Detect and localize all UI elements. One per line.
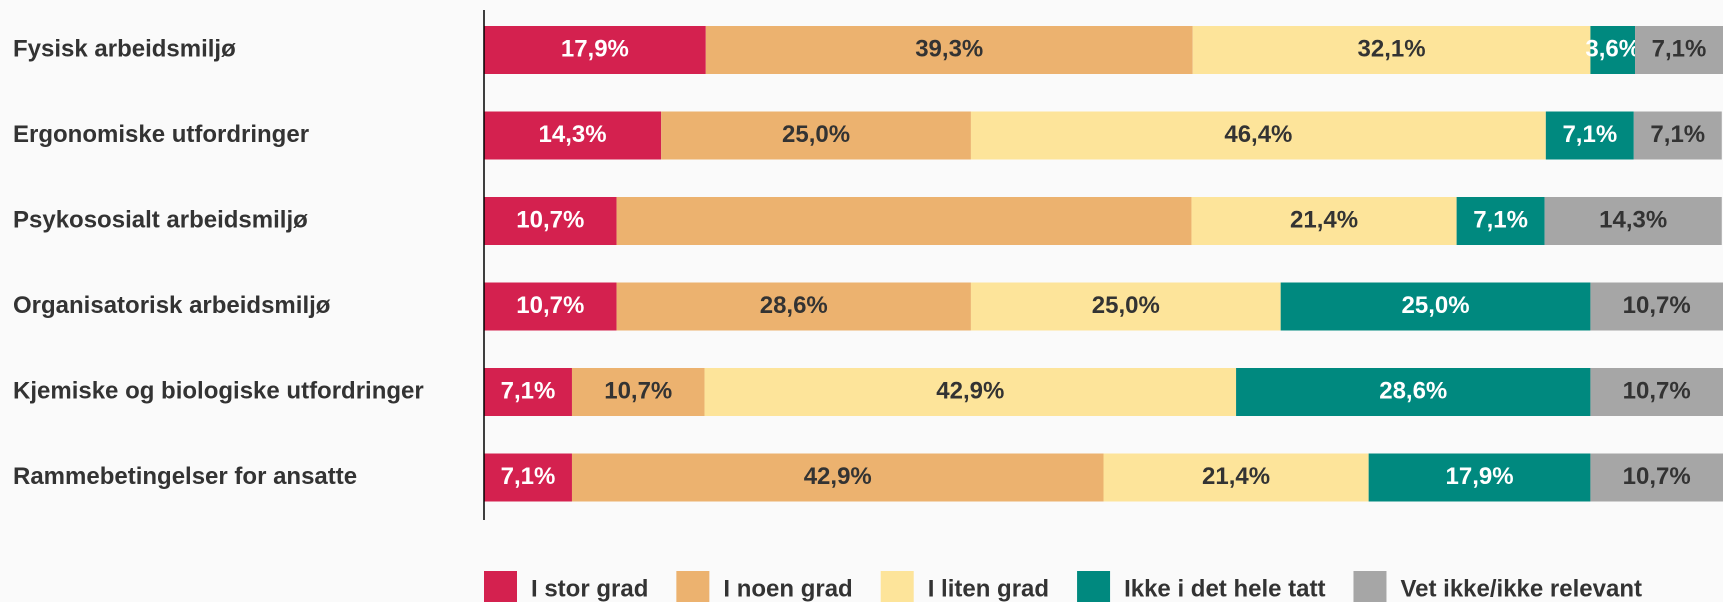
- value-label: 25,0%: [782, 121, 850, 148]
- value-label: 25,0%: [1402, 292, 1470, 319]
- value-label: 10,7%: [1623, 463, 1691, 490]
- value-label: 7,1%: [501, 463, 556, 490]
- value-label: 10,7%: [604, 377, 672, 404]
- value-label: 17,9%: [1446, 463, 1514, 490]
- legend-label: Vet ikke/ikke relevant: [1400, 575, 1642, 602]
- value-label: 42,9%: [936, 377, 1004, 404]
- value-label: 7,1%: [1562, 121, 1617, 148]
- value-label: 42,9%: [804, 463, 872, 490]
- category-label: Fysisk arbeidsmiljø: [13, 35, 236, 62]
- bar-segment: [1368, 453, 1591, 502]
- bar-segment: [1590, 26, 1636, 74]
- legend-swatch: [880, 571, 914, 602]
- legend-label: I noen grad: [723, 575, 852, 602]
- value-label: 25,0%: [1092, 292, 1160, 319]
- legend-label: I liten grad: [928, 575, 1049, 602]
- value-label: 46,4%: [1224, 121, 1292, 148]
- category-label: Psykososialt arbeidsmiljø: [13, 206, 308, 233]
- value-label: 21,4%: [1290, 206, 1358, 233]
- value-label: 21,4%: [1202, 463, 1270, 490]
- bar-segment: [616, 282, 971, 331]
- bar-segment: [1590, 282, 1723, 331]
- bar-segment: [484, 368, 572, 416]
- bar-segment: [661, 111, 971, 160]
- bar-segment: [616, 197, 1192, 245]
- bar-segment: [1590, 453, 1723, 502]
- bar-segment: [970, 111, 1546, 160]
- bar-segment: [484, 26, 706, 74]
- value-label: 28,6%: [1379, 377, 1447, 404]
- value-label: 7,1%: [1473, 206, 1528, 233]
- value-label: 7,1%: [501, 377, 556, 404]
- category-label: Ergonomiske utfordringer: [13, 121, 309, 148]
- bar-segment: [571, 453, 1104, 502]
- legend-swatch: [1353, 571, 1387, 602]
- value-label: 28,6%: [760, 292, 828, 319]
- value-label: 17,9%: [561, 35, 629, 62]
- legend-swatch: [484, 571, 517, 602]
- bar-segment: [484, 197, 617, 245]
- value-label: 10,7%: [1623, 377, 1691, 404]
- category-label: Rammebetingelser for ansatte: [13, 463, 357, 490]
- value-label: 3,6%: [1585, 35, 1640, 62]
- bar-segment: [484, 282, 617, 331]
- value-label: 39,3%: [915, 35, 983, 62]
- value-label: 10,7%: [516, 206, 584, 233]
- bar-segment: [1456, 197, 1545, 245]
- bar-segment: [704, 368, 1237, 416]
- bar-segment: [571, 368, 705, 416]
- legend-label: I stor grad: [531, 575, 648, 602]
- category-label: Organisatorisk arbeidsmiljø: [13, 292, 331, 319]
- bar-segment: [1236, 368, 1591, 416]
- category-label: Kjemiske og biologiske utfordringer: [13, 377, 424, 404]
- value-label: 32,1%: [1358, 35, 1426, 62]
- bar-segment: [484, 453, 572, 502]
- value-label: 14,3%: [1599, 206, 1667, 233]
- bar-segment: [484, 111, 662, 160]
- bar-segment: [1280, 282, 1591, 331]
- value-label: 10,7%: [516, 292, 584, 319]
- legend-label: Ikke i det hele tatt: [1124, 575, 1325, 602]
- value-label: 14,3%: [539, 121, 607, 148]
- bar-segment: [1192, 26, 1591, 74]
- bar-segment: [705, 26, 1193, 74]
- bar-segment: [1103, 453, 1369, 502]
- value-label: 7,1%: [1650, 121, 1705, 148]
- bar-segment: [1635, 26, 1723, 74]
- bar-segment: [1590, 368, 1723, 416]
- value-label: 10,7%: [1623, 292, 1691, 319]
- bar-segment: [1544, 197, 1722, 245]
- bar-segment: [970, 282, 1281, 331]
- bar-segment: [1633, 111, 1722, 160]
- legend-swatch: [676, 571, 710, 602]
- value-label: 7,1%: [1652, 35, 1707, 62]
- bar-segment: [1191, 197, 1457, 245]
- legend-swatch: [1077, 571, 1111, 602]
- bar-segment: [1545, 111, 1634, 160]
